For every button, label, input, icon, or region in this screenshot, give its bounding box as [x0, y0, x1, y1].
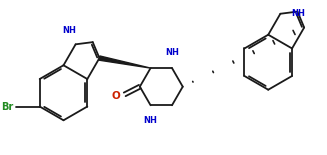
Text: NH: NH: [165, 48, 179, 57]
Text: NH: NH: [62, 26, 77, 35]
Text: NH: NH: [144, 116, 158, 125]
Text: Br: Br: [1, 102, 13, 112]
Text: NH: NH: [291, 9, 305, 18]
Polygon shape: [99, 56, 150, 68]
Text: O: O: [112, 91, 120, 101]
